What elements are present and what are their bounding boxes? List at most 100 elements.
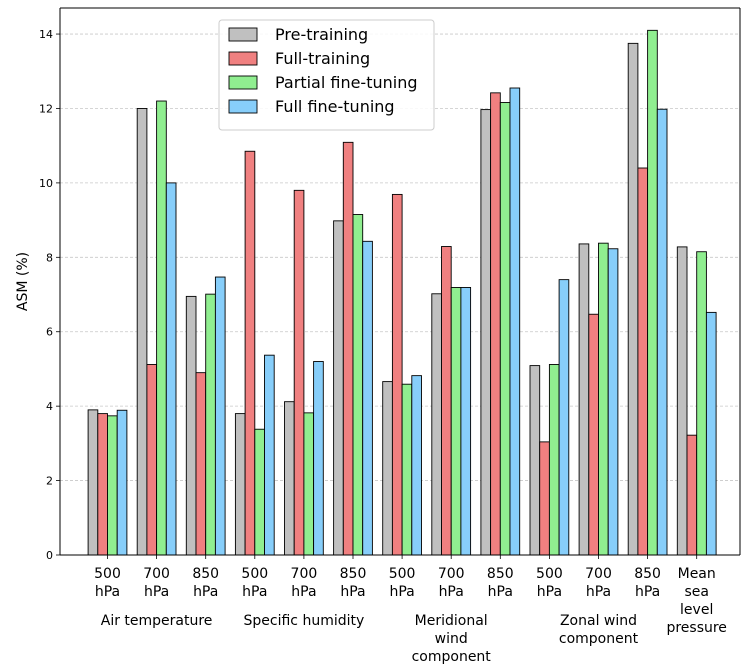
bar-pre-training-10 bbox=[578, 243, 590, 556]
y-tick-label: 14 bbox=[39, 28, 53, 41]
bar-partial-fine-tuning-1 bbox=[156, 100, 167, 556]
x-tick-label: hPa bbox=[635, 584, 660, 600]
legend-swatch bbox=[228, 75, 258, 90]
x-tick-label: hPa bbox=[95, 584, 120, 600]
bar-pre-training-12 bbox=[676, 246, 688, 556]
x-tick-label: 500 bbox=[94, 566, 121, 582]
bar-partial-fine-tuning-8 bbox=[499, 102, 511, 556]
x-tick-label: 500 bbox=[241, 566, 268, 582]
legend-label: Full fine-tuning bbox=[275, 97, 395, 116]
bar-full-training-4 bbox=[293, 189, 305, 556]
group-label: wind bbox=[435, 631, 468, 647]
x-tick-label: hPa bbox=[586, 584, 611, 600]
legend-label: Full-training bbox=[275, 49, 370, 68]
bar-full-training-12 bbox=[686, 434, 698, 556]
y-tick-label: 0 bbox=[46, 549, 53, 562]
x-tick-label: 850 bbox=[192, 566, 219, 582]
bar-full-training-1 bbox=[146, 364, 158, 556]
bar-full-training-9 bbox=[539, 441, 550, 556]
bar-partial-fine-tuning-6 bbox=[401, 383, 413, 556]
bar-partial-fine-tuning-0 bbox=[107, 415, 118, 556]
bar-full-training-11 bbox=[637, 167, 649, 556]
y-tick-label: 10 bbox=[39, 177, 53, 190]
x-tick-label: 700 bbox=[585, 566, 612, 582]
bar-full-fine-tuning-8 bbox=[509, 87, 521, 556]
x-tick-label: 700 bbox=[143, 566, 170, 582]
bar-full-fine-tuning-7 bbox=[460, 287, 472, 556]
bar-full-fine-tuning-3 bbox=[264, 354, 275, 556]
y-tick-label: 8 bbox=[46, 251, 53, 264]
bar-pre-training-1 bbox=[136, 108, 148, 556]
bar-full-fine-tuning-2 bbox=[214, 276, 226, 556]
bar-partial-fine-tuning-7 bbox=[450, 287, 462, 556]
x-tick-label: hPa bbox=[291, 584, 316, 600]
x-tick-label: hPa bbox=[242, 584, 267, 600]
bar-pre-training-0 bbox=[87, 409, 99, 556]
bar-partial-fine-tuning-3 bbox=[254, 428, 265, 556]
x-tick-label: sea bbox=[684, 584, 709, 600]
bar-full-fine-tuning-10 bbox=[607, 248, 619, 556]
bar-partial-fine-tuning-12 bbox=[696, 251, 707, 556]
x-tick-label: level bbox=[680, 602, 713, 618]
y-tick-label: 12 bbox=[39, 102, 53, 115]
x-tick-label: pressure bbox=[666, 620, 726, 636]
bar-full-training-2 bbox=[195, 372, 207, 556]
axes: 0 2 4 6 8 10 12 14 500 hPa 700 hPa 850 hPa 500 hPa 700 hP… bbox=[15, 7, 741, 665]
y-axis-label: ASM (%) bbox=[15, 252, 31, 311]
bar-full-training-10 bbox=[588, 313, 599, 556]
y-tick-label: 2 bbox=[46, 475, 53, 488]
x-tick-label: hPa bbox=[537, 584, 562, 600]
group-label: component bbox=[559, 631, 639, 647]
bar-full-fine-tuning-5 bbox=[362, 240, 373, 556]
bar-full-training-7 bbox=[441, 246, 452, 556]
bar-partial-fine-tuning-11 bbox=[647, 29, 658, 556]
bar-full-fine-tuning-4 bbox=[313, 361, 324, 556]
legend: Pre-training Full-training Partial fine-tu… bbox=[218, 19, 435, 131]
bar-full-fine-tuning-0 bbox=[116, 409, 128, 556]
group-label: Air temperature bbox=[101, 613, 213, 629]
bar-pre-training-11 bbox=[627, 42, 639, 556]
legend-label: Partial fine-tuning bbox=[275, 73, 418, 92]
y-tick-label: 4 bbox=[46, 400, 53, 413]
x-tick-label: hPa bbox=[488, 584, 513, 600]
bar-pre-training-7 bbox=[431, 293, 442, 556]
bar-pre-training-4 bbox=[284, 401, 295, 556]
x-tick-label: hPa bbox=[193, 584, 218, 600]
bar-partial-fine-tuning-4 bbox=[303, 412, 315, 556]
bar-full-training-3 bbox=[244, 150, 256, 556]
bar-full-fine-tuning-6 bbox=[411, 375, 422, 556]
legend-box bbox=[218, 19, 435, 131]
bar-full-fine-tuning-11 bbox=[656, 108, 668, 556]
x-tick-label: 700 bbox=[291, 566, 318, 582]
x-tick-label: hPa bbox=[389, 584, 414, 600]
bar-full-fine-tuning-9 bbox=[558, 279, 570, 556]
group-label: Zonal wind bbox=[560, 613, 637, 629]
legend-swatch bbox=[228, 99, 258, 114]
bar-partial-fine-tuning-10 bbox=[598, 242, 609, 556]
bar-pre-training-9 bbox=[529, 365, 541, 556]
legend-swatch bbox=[228, 51, 258, 66]
x-tick-label: hPa bbox=[144, 584, 169, 600]
bar-pre-training-2 bbox=[185, 295, 197, 556]
x-tick-label: 500 bbox=[536, 566, 563, 582]
bar-pre-training-3 bbox=[234, 413, 246, 556]
x-tick-label: hPa bbox=[340, 584, 365, 600]
x-tick-label: 850 bbox=[487, 566, 514, 582]
bar-partial-fine-tuning-9 bbox=[548, 364, 560, 556]
bar-partial-fine-tuning-2 bbox=[205, 293, 216, 556]
legend-label: Pre-training bbox=[275, 25, 368, 44]
bar-full-fine-tuning-12 bbox=[705, 311, 717, 556]
x-tick-label: hPa bbox=[439, 584, 464, 600]
bar-pre-training-6 bbox=[382, 381, 393, 556]
bar-pre-training-8 bbox=[480, 109, 492, 556]
bar-full-training-6 bbox=[391, 193, 403, 556]
x-tick-label: 850 bbox=[634, 566, 661, 582]
bar-pre-training-5 bbox=[333, 220, 344, 556]
bar-partial-fine-tuning-5 bbox=[352, 214, 364, 556]
x-tick-label: 850 bbox=[340, 566, 367, 582]
group-label: Specific humidity bbox=[244, 613, 365, 629]
x-tick-label: 500 bbox=[389, 566, 416, 582]
bar-full-training-5 bbox=[342, 141, 354, 556]
